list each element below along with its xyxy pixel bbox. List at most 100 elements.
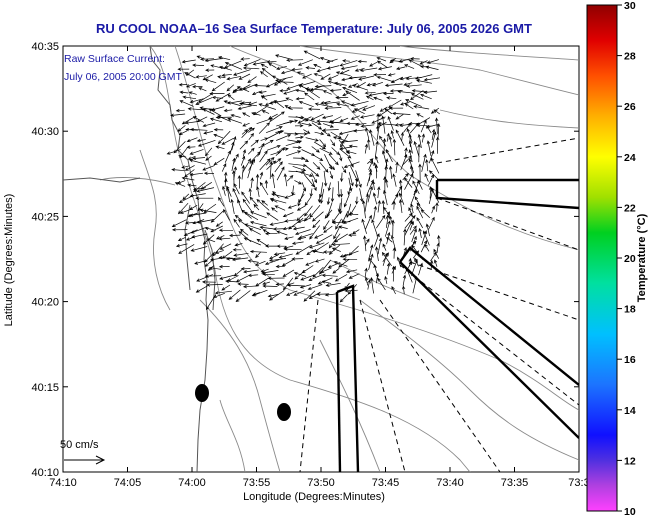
current-vector (209, 117, 223, 123)
current-vector (310, 113, 324, 121)
current-vector (311, 172, 317, 184)
current-vector (195, 196, 214, 200)
map-layer (63, 46, 579, 472)
current-vector (303, 129, 311, 134)
current-vector (337, 202, 342, 213)
current-vector (330, 131, 342, 139)
current-vector (373, 96, 383, 101)
current-vector (417, 143, 421, 163)
current-vector (341, 166, 347, 174)
current-vector (395, 161, 399, 174)
current-vector (331, 247, 341, 252)
current-vector (376, 56, 387, 62)
current-vector (232, 88, 242, 93)
current-vector (342, 217, 359, 225)
current-vector (243, 58, 261, 67)
current-vector (294, 132, 308, 136)
current-vector (282, 225, 296, 231)
current-vector (208, 108, 222, 117)
current-vector (409, 122, 420, 134)
current-vector (411, 244, 424, 261)
current-vector (339, 294, 348, 303)
current-vector (241, 126, 253, 139)
current-vector (398, 199, 403, 214)
current-vector (338, 258, 350, 268)
current-vector (405, 99, 422, 107)
current-vector (383, 176, 387, 194)
current-vector (242, 284, 259, 289)
current-vector (366, 179, 374, 196)
current-vector (205, 147, 213, 157)
current-vector (250, 139, 259, 147)
current-vector (218, 56, 231, 61)
current-vector (251, 111, 261, 116)
current-vector (423, 90, 438, 95)
current-vector (282, 269, 295, 278)
current-vector (365, 127, 370, 139)
current-vector (241, 129, 249, 135)
current-vector (430, 251, 437, 262)
current-vector (375, 140, 379, 157)
current-vector (276, 244, 287, 248)
current-vector (391, 193, 399, 205)
current-vector (352, 229, 360, 235)
current-vector (225, 279, 239, 284)
current-vector (276, 134, 292, 141)
current-vector (281, 259, 294, 267)
current-vector (374, 233, 380, 247)
current-vector (326, 58, 338, 64)
current-vector (384, 83, 403, 88)
current-vector (367, 158, 374, 164)
current-vector (337, 181, 341, 198)
current-vector (203, 171, 215, 176)
current-vector (433, 248, 440, 259)
current-vector (264, 231, 278, 236)
current-vector (211, 106, 225, 111)
current-vector (166, 149, 181, 155)
current-vector (329, 163, 336, 171)
current-vector (321, 115, 333, 120)
current-vector (351, 105, 368, 113)
current-vector (236, 86, 250, 93)
current-vector (427, 174, 434, 186)
current-vector (348, 144, 358, 148)
current-vector (287, 139, 301, 144)
current-vector (249, 249, 267, 254)
current-vector (269, 220, 288, 226)
y-axis-label: Latitude (Degrees:Minutes) (3, 194, 15, 327)
current-vector (321, 129, 331, 137)
current-vector (265, 156, 275, 166)
y-tick-label: 40:25 (31, 211, 59, 223)
current-vector (339, 148, 352, 159)
current-vector (386, 262, 391, 275)
current-vector (213, 133, 224, 139)
current-vector (342, 250, 359, 258)
current-vector (420, 93, 432, 100)
current-vector (183, 229, 198, 236)
current-vector (260, 95, 268, 101)
current-vector (307, 284, 323, 291)
current-vector (410, 235, 417, 252)
current-vector (286, 150, 302, 157)
current-vector (210, 209, 225, 223)
current-vector (431, 128, 436, 141)
current-vector (377, 277, 386, 291)
current-vector (331, 147, 340, 156)
current-vector (258, 90, 267, 94)
current-vector (386, 132, 390, 142)
current-vector (196, 55, 205, 60)
current-vector (391, 285, 396, 295)
current-vector (273, 252, 286, 256)
current-vector (401, 155, 412, 166)
current-vector (286, 58, 304, 62)
current-vector (430, 157, 440, 174)
current-vector (295, 244, 312, 255)
current-vector (377, 66, 392, 71)
current-vector (382, 137, 387, 154)
current-vector (355, 170, 362, 188)
current-vector (296, 217, 311, 224)
current-vector (198, 87, 207, 92)
current-vector (423, 77, 441, 82)
current-vector (275, 147, 286, 156)
current-vector (325, 282, 341, 287)
